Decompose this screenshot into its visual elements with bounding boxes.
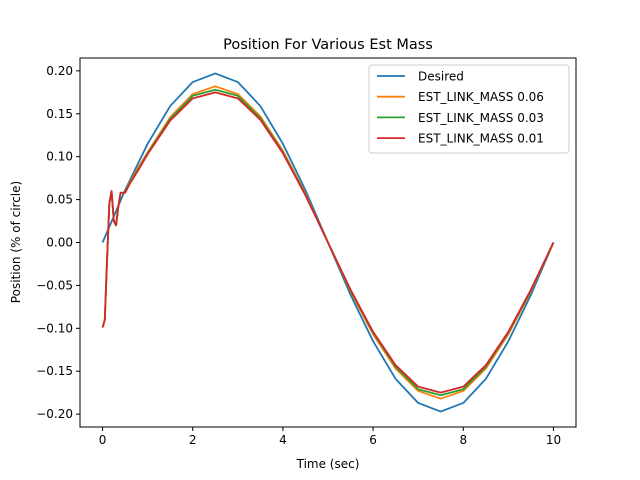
legend-label-3: EST_LINK_MASS 0.03	[418, 111, 544, 125]
y-tick-label: −0.10	[36, 321, 73, 335]
x-axis-label: Time (sec)	[296, 457, 360, 471]
y-tick-label: 0.00	[46, 236, 73, 250]
x-tick-label: 6	[369, 433, 377, 447]
y-tick-label: 0.20	[46, 64, 73, 78]
y-tick-label: 0.10	[46, 150, 73, 164]
x-tick-label: 4	[279, 433, 287, 447]
series-line-4	[101, 91, 555, 394]
legend: Desired EST_LINK_MASS 0.06 EST_LINK_MASS 0…	[368, 64, 570, 154]
x-tick-label: 2	[189, 433, 197, 447]
legend-label-4: EST_LINK_MASS 0.01	[418, 132, 544, 146]
x-tick-label: 8	[459, 433, 467, 447]
x-tick-label: 0	[99, 433, 107, 447]
y-tick-label: 0.05	[46, 193, 73, 207]
y-tick-label: −0.20	[36, 407, 73, 421]
legend-label-1: Desired	[418, 70, 464, 84]
y-tick-label: −0.15	[36, 364, 73, 378]
legend-box	[368, 64, 570, 154]
y-tick-label: 0.15	[46, 107, 73, 121]
chart-title: Position For Various Est Mass	[223, 37, 433, 53]
y-axis-label: Position (% of circle)	[9, 181, 23, 303]
y-tick-label: −0.05	[36, 278, 73, 292]
axes: 0 2 4 6 8 10 −0.20 −0.15 −0.10 −0.05 0.00 0.05 0.10 0…	[36, 57, 577, 447]
legend-label-2: EST_LINK_MASS 0.06	[418, 90, 544, 104]
x-tick-label: 10	[546, 433, 561, 447]
